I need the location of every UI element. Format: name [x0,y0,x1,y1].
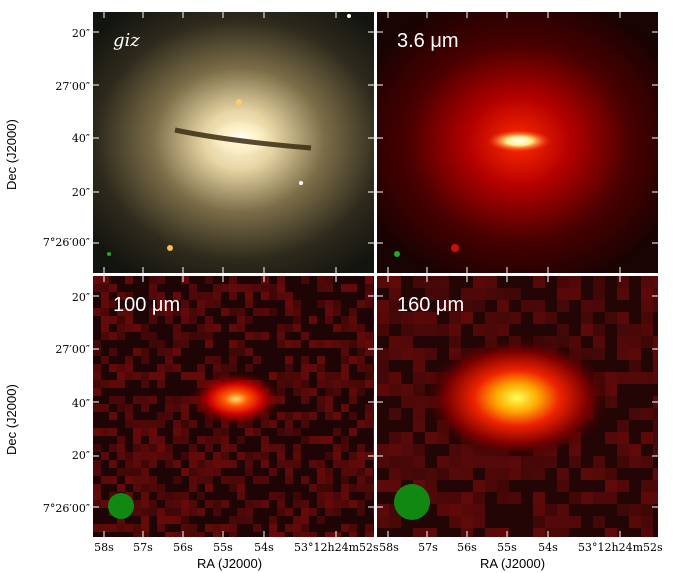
star [167,245,173,251]
panel-label-3-6-micron: 3.6 μm [397,30,459,52]
fir-source [422,336,612,460]
y-tick: 40″ [71,132,90,145]
x-tick: 58s [379,541,399,554]
panel-giz: giz [93,12,374,273]
beam-marker [107,252,111,256]
ir-core [487,130,551,152]
y-axis-label-top: Dec (J2000) [4,119,19,190]
x-tick: 55s [213,541,233,554]
x-tick: 53°12h24m52s [294,541,379,554]
beam-marker [394,484,430,520]
y-tick: 7°26′00″ [42,502,90,515]
panel-100-micron: 100 μm [93,276,374,537]
source [451,244,459,252]
y-tick: 40″ [71,397,90,410]
y-tick: 7°26′00″ [42,236,90,249]
y-tick: 20″ [71,27,90,40]
panel-label-giz: giz [113,30,140,51]
star [347,14,351,18]
y-tick: 20″ [71,449,90,462]
y-tick: 20″ [71,186,90,199]
pacs160-image [377,276,658,537]
y-tick: 20″ [71,291,90,304]
beam-marker [394,251,400,257]
y-axis-label-bottom: Dec (J2000) [4,384,19,455]
x-axis-label-right: RA (J2000) [480,556,546,571]
x-tick: 56s [457,541,477,554]
y-tick: 27′00″ [55,343,90,356]
beam-marker [108,493,134,519]
x-tick: 57s [133,541,153,554]
giz-image [93,12,374,273]
x-tick: 53°12h24m52s [578,541,663,554]
pacs100-image [93,276,374,537]
x-tick: 55s [497,541,517,554]
x-axis-label-left: RA (J2000) [197,556,263,571]
panel-160-micron: 160 μm [377,276,658,537]
star [236,99,242,105]
panel-label-160-micron: 160 μm [397,294,465,316]
x-tick: 54s [254,541,274,554]
x-tick: 58s [94,541,114,554]
y-tick: 27′00″ [55,80,90,93]
fir-source [188,371,284,427]
x-tick: 57s [418,541,438,554]
panel-label-100-micron: 100 μm [113,294,181,316]
irac-image [377,12,658,273]
panel-3-6-micron: 3.6 μm [377,12,658,273]
galaxy-core [209,120,273,156]
x-tick: 56s [173,541,193,554]
dust-lane [174,127,312,151]
star [299,181,303,185]
x-tick: 54s [538,541,558,554]
